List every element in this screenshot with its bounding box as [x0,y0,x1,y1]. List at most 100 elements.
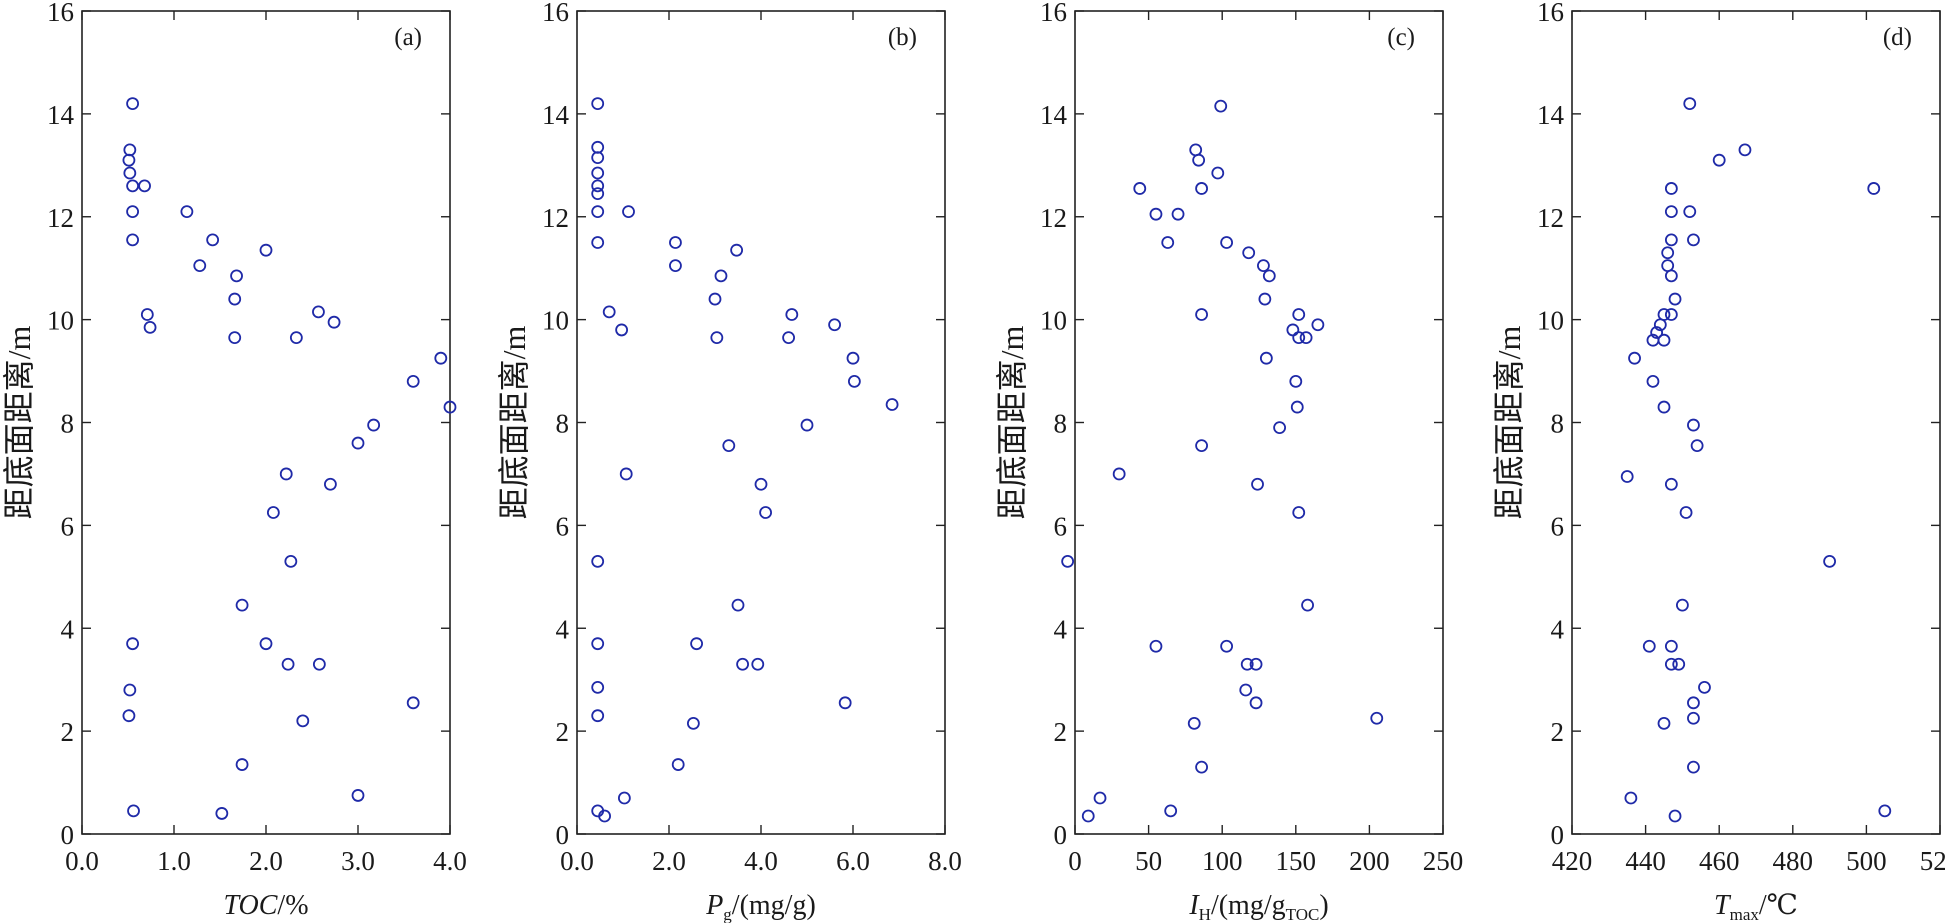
data-point [1311,318,1325,332]
x-tick-label: 4.0 [433,846,467,876]
data-point [1249,696,1263,710]
data-point [1292,308,1306,321]
data-point [1690,439,1704,453]
data-point [751,657,765,671]
y-tick-label: 6 [1551,511,1565,541]
y-tick-label: 8 [556,409,570,439]
plot-frame [1074,10,1444,835]
x-tick-label: 2.0 [652,846,686,876]
data-point [296,714,310,728]
y-tick-label: 10 [47,306,74,336]
data-point [731,598,745,612]
data-point [259,243,273,257]
x-tick-label: 480 [1773,846,1814,876]
data-point [1249,657,1263,671]
data-point [885,398,899,411]
x-axis-label: Tmax/℃ [1714,890,1798,923]
data-point [1149,639,1163,653]
y-tick-label: 0 [1054,820,1068,850]
data-point [1299,331,1313,345]
x-axis-label: TOC/% [223,890,308,921]
data-point [730,243,744,257]
y-tick-label: 8 [1551,409,1565,439]
plot-frame [1571,10,1941,835]
data-point [1289,374,1303,388]
data-point [123,143,137,157]
data-point [1738,143,1752,157]
data-point [1240,657,1254,671]
data-point [1657,400,1671,414]
y-tick-label: 12 [1040,203,1067,233]
data-point [736,657,749,671]
data-point [782,331,795,345]
x-axis-label-sub: H [1199,905,1211,923]
data-point [828,318,841,332]
data-point [669,259,682,273]
y-tick-label: 16 [47,0,74,27]
data-point [1664,477,1678,491]
data-point [123,683,137,697]
data-point [785,308,799,321]
x-tick-label: 8.0 [928,846,962,876]
data-point [591,151,605,164]
data-point [143,320,157,334]
panel-c: 0 50 100 150 200 250 0 2 4 6 8 10 12 14 16 (c) 距底面距离/m IH… [994,0,1463,923]
data-point [235,758,249,771]
y-tick-label: 8 [1054,409,1068,439]
data-point [615,323,629,337]
data-point [1242,246,1256,260]
data-point [1672,657,1686,671]
data-point [617,791,631,805]
data-point [434,351,448,365]
data-point [1257,259,1270,273]
data-point [1878,804,1892,818]
x-axis-label-sub: g [723,905,732,923]
panel-label: (b) [888,24,917,51]
data-point [1642,639,1656,653]
data-point [1093,791,1107,805]
data-point [122,709,136,723]
data-point [215,807,229,820]
data-point [1239,683,1253,697]
data-point [1273,421,1287,435]
y-tick-label: 14 [1040,100,1068,130]
data-point [122,153,136,167]
data-point [1290,400,1304,414]
data-point [1664,639,1678,653]
data-point [1712,153,1726,167]
data-point [193,259,207,273]
data-point [1211,166,1225,180]
data-point [714,269,728,283]
y-tick-label: 0 [1551,820,1565,850]
data-point [1195,439,1208,453]
data-point [1687,711,1700,725]
y-tick-label: 16 [542,0,569,27]
data-point [1679,506,1693,519]
data-point [619,467,633,481]
x-tick-label: 3.0 [341,846,375,876]
data-point [1171,207,1185,221]
data-point [1133,182,1147,195]
data-point [1698,681,1711,694]
data-point [327,315,341,329]
data-point [800,418,814,432]
x-tick-label: 4.0 [744,846,778,876]
data-point [1189,143,1203,157]
x-tick-label: 0.0 [65,846,99,876]
data-point [1664,233,1678,247]
data-point [1258,292,1272,306]
data-point [591,709,605,723]
data-point [138,179,151,193]
data-point [1676,598,1689,612]
panel-label: (d) [1883,24,1912,51]
data-point [1195,760,1208,774]
data-point [1653,318,1667,332]
data-point [1664,205,1678,219]
data-point [1657,333,1671,347]
data-point [1187,717,1201,730]
data-point [351,789,365,802]
data-point [1664,308,1678,321]
x-axis-label-rest: /(mg/g) [732,890,816,921]
data-point [591,97,605,110]
data-point [1220,236,1234,249]
